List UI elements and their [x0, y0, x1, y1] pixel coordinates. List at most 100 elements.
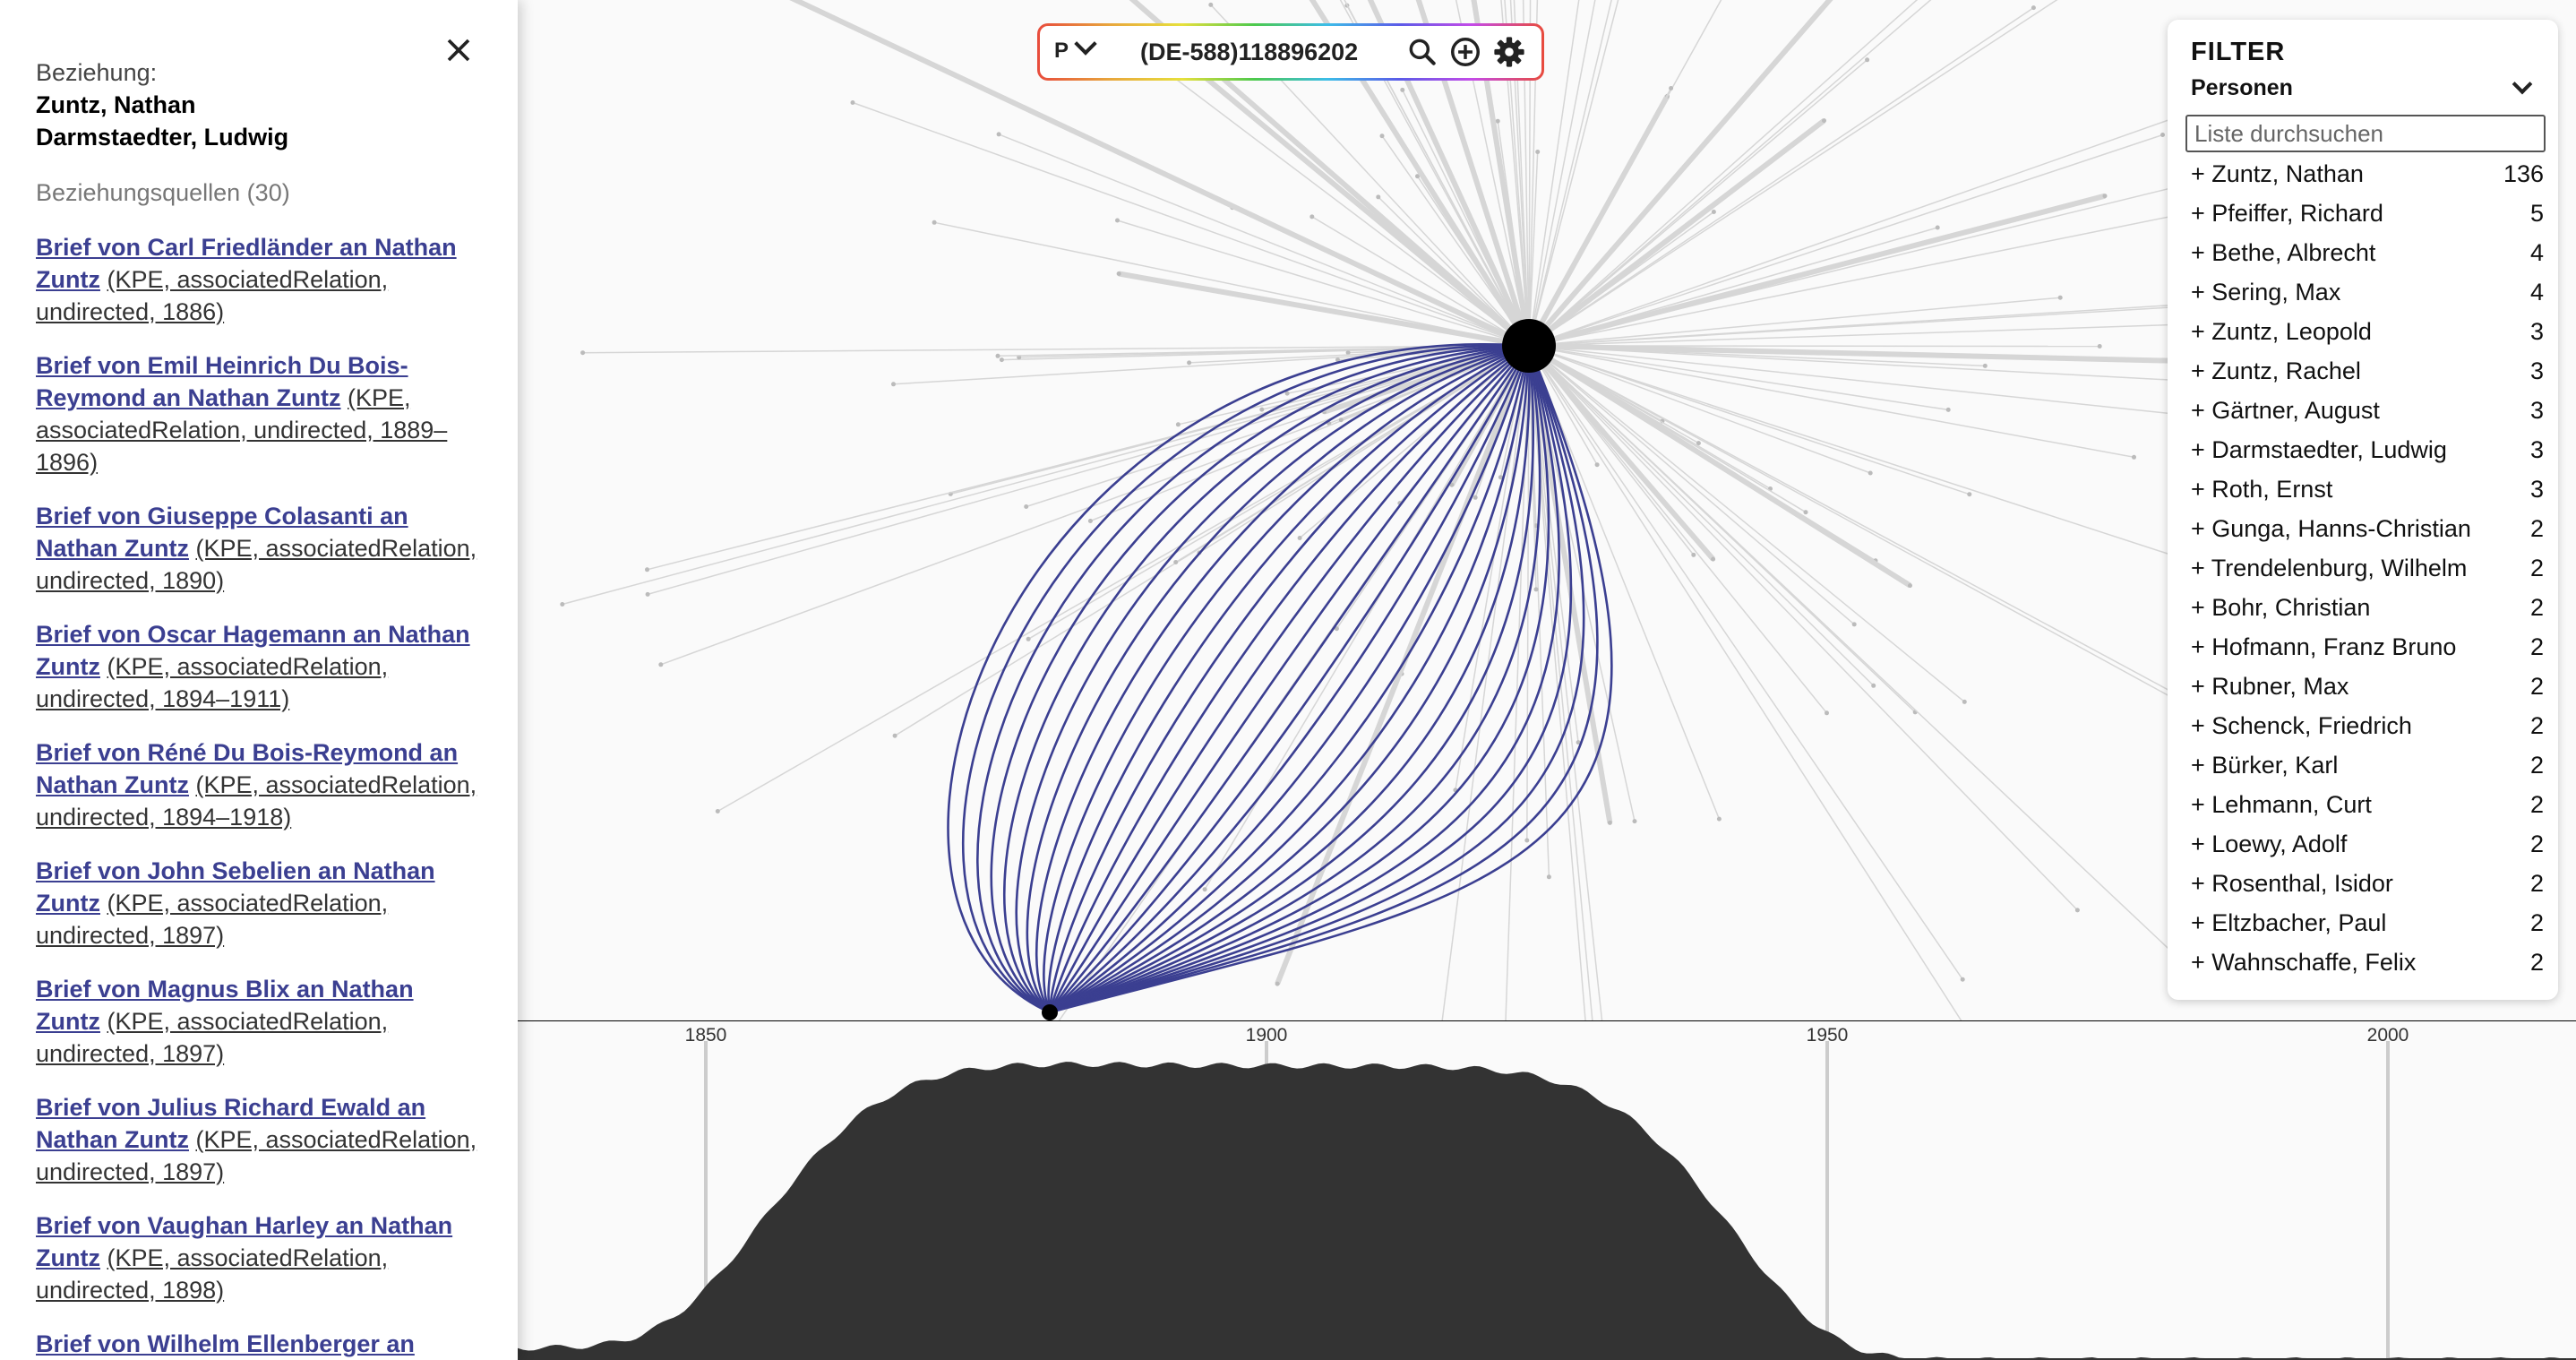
- graph-node[interactable]: [1473, 495, 1478, 500]
- graph-node[interactable]: [1187, 360, 1192, 366]
- graph-node[interactable]: [1309, 214, 1315, 219]
- filter-item[interactable]: + Gärtner, August 3: [2191, 391, 2544, 430]
- graph-node[interactable]: [1334, 626, 1339, 632]
- source-meta-link[interactable]: (KPE, associatedRelation, undirected, 18…: [36, 535, 477, 594]
- graph-node[interactable]: [1535, 150, 1541, 154]
- relation-curve[interactable]: [962, 344, 1530, 1014]
- source-meta-link[interactable]: (KPE, associatedRelation, undirected, 18…: [36, 384, 448, 476]
- filter-item[interactable]: + Lehmann, Curt 2: [2191, 785, 2544, 824]
- timeline[interactable]: 1850 1900 1950 2000: [518, 1021, 2576, 1360]
- graph-node[interactable]: [560, 602, 565, 607]
- graph-node[interactable]: [1576, 740, 1581, 745]
- source-title-link[interactable]: Brief von Carl Friedländer an Nathan Zun…: [36, 234, 457, 293]
- relation-curve[interactable]: [1049, 345, 1531, 1014]
- relation-curve[interactable]: [1049, 345, 1531, 1013]
- filter-item[interactable]: + Darmstaedter, Ludwig 3: [2191, 430, 2544, 469]
- graph-node[interactable]: [1960, 977, 1965, 982]
- graph-node[interactable]: [1908, 583, 1912, 589]
- filter-item[interactable]: + Schenck, Friedrich 2: [2191, 706, 2544, 745]
- relation-curve[interactable]: [1049, 345, 1531, 1013]
- graph-node[interactable]: [850, 100, 855, 105]
- graph-node[interactable]: [1175, 422, 1181, 427]
- graph-node[interactable]: [1868, 470, 1873, 476]
- filter-item[interactable]: + Bethe, Albrecht 4: [2191, 233, 2544, 272]
- filter-item[interactable]: + Loewy, Adolf 2: [2191, 824, 2544, 864]
- graph-node[interactable]: [1449, 482, 1455, 487]
- relation-curve[interactable]: [1015, 344, 1530, 1013]
- graph-node[interactable]: [999, 357, 1004, 363]
- graph-node[interactable]: [2132, 454, 2136, 460]
- relation-curve[interactable]: [1049, 345, 1599, 1014]
- graph-node[interactable]: [1379, 133, 1385, 139]
- graph-node[interactable]: [1803, 510, 1808, 515]
- relation-curve[interactable]: [1026, 344, 1530, 1013]
- graph-node[interactable]: [1822, 118, 1826, 124]
- graph-node[interactable]: [1607, 820, 1612, 825]
- graph-node[interactable]: [1825, 710, 1829, 716]
- filter-item[interactable]: + Rubner, Max 2: [2191, 667, 2544, 706]
- source-meta-link[interactable]: (KPE, associatedRelation, undirected, 18…: [36, 653, 389, 712]
- graph-node[interactable]: [1851, 622, 1857, 627]
- source-title-link[interactable]: Brief von Julius Richard Ewald an Nathan…: [36, 1094, 426, 1153]
- filter-item[interactable]: + Roth, Ernst 3: [2191, 469, 2544, 509]
- source-meta-link[interactable]: (KPE, associatedRelation, undirected, 18…: [36, 1126, 477, 1185]
- relation-curve[interactable]: [1049, 345, 1560, 1014]
- graph-node[interactable]: [1116, 271, 1121, 276]
- graph-node[interactable]: [2031, 5, 2036, 11]
- filter-item[interactable]: + Trendelenburg, Wilhelm 2: [2191, 548, 2544, 588]
- relation-curve[interactable]: [976, 344, 1530, 1014]
- graph-node[interactable]: [1024, 504, 1029, 509]
- graph-node[interactable]: [658, 662, 664, 667]
- graph-node[interactable]: [1376, 194, 1381, 200]
- source-title-link[interactable]: Brief von Magnus Blix an Nathan Zuntz: [36, 976, 414, 1035]
- relation-curve[interactable]: [1043, 344, 1530, 1013]
- source-meta-link[interactable]: (KPE, associatedRelation, undirected, 18…: [36, 1008, 389, 1067]
- hub-node[interactable]: [1502, 319, 1556, 373]
- add-circle-icon[interactable]: [1448, 35, 1482, 69]
- graph-node[interactable]: [2102, 194, 2108, 199]
- filter-item[interactable]: + Pfeiffer, Richard 5: [2191, 194, 2544, 233]
- graph-node[interactable]: [1115, 218, 1120, 223]
- relation-curve[interactable]: [1049, 345, 1541, 1014]
- graph-node[interactable]: [1691, 552, 1696, 557]
- graph-node[interactable]: [1962, 699, 1967, 704]
- relation-curve[interactable]: [1049, 345, 1531, 1014]
- relation-curve[interactable]: [1049, 345, 1531, 1014]
- graph-node[interactable]: [1338, 417, 1344, 423]
- graph-node[interactable]: [1087, 519, 1093, 523]
- filter-item[interactable]: + Eltzbacher, Paul 2: [2191, 903, 2544, 943]
- source-title-link[interactable]: Brief von Giuseppe Colasanti an Nathan Z…: [36, 503, 408, 562]
- source-title-link[interactable]: Brief von Réné Du Bois-Reymond an Nathan…: [36, 739, 459, 798]
- graph-node[interactable]: [1495, 118, 1500, 124]
- graph-node[interactable]: [1967, 492, 1972, 497]
- search-icon[interactable]: [1405, 35, 1439, 69]
- filter-item[interactable]: + Wahnschaffe, Felix 2: [2191, 943, 2544, 982]
- relation-curve[interactable]: [1049, 345, 1531, 1014]
- source-meta-link[interactable]: (KPE, associatedRelation, undirected, 18…: [36, 890, 389, 949]
- graph-node[interactable]: [1026, 636, 1031, 641]
- graph-node[interactable]: [1696, 441, 1701, 446]
- graph-node[interactable]: [892, 733, 897, 738]
- graph-node[interactable]: [1935, 225, 1940, 230]
- source-meta-link[interactable]: (KPE, associatedRelation, undirected, 18…: [36, 771, 477, 831]
- relation-curve[interactable]: [1048, 344, 1530, 1013]
- relation-curve[interactable]: [1003, 344, 1530, 1014]
- graph-node[interactable]: [932, 219, 937, 225]
- source-title-link[interactable]: Brief von Emil Heinrich Du Bois-Reymond …: [36, 352, 408, 411]
- graph-node[interactable]: [2160, 133, 2165, 137]
- relation-curve[interactable]: [947, 343, 1530, 1014]
- graph-node[interactable]: [1945, 407, 1951, 412]
- graph-node[interactable]: [1208, 2, 1214, 7]
- filter-search-input[interactable]: [2185, 115, 2546, 152]
- graph-node[interactable]: [1524, 838, 1530, 843]
- graph-node[interactable]: [1415, 174, 1420, 179]
- relation-curve[interactable]: [1048, 344, 1530, 1013]
- graph-node[interactable]: [1546, 874, 1551, 880]
- relation-curve[interactable]: [990, 344, 1530, 1014]
- graph-node[interactable]: [1498, 475, 1503, 480]
- filter-item[interactable]: + Zuntz, Leopold 3: [2191, 312, 2544, 351]
- relation-curve[interactable]: [1035, 344, 1530, 1013]
- relation-curve[interactable]: [1049, 345, 1531, 1014]
- relation-curve[interactable]: [1047, 344, 1530, 1013]
- graph-node[interactable]: [1275, 981, 1280, 986]
